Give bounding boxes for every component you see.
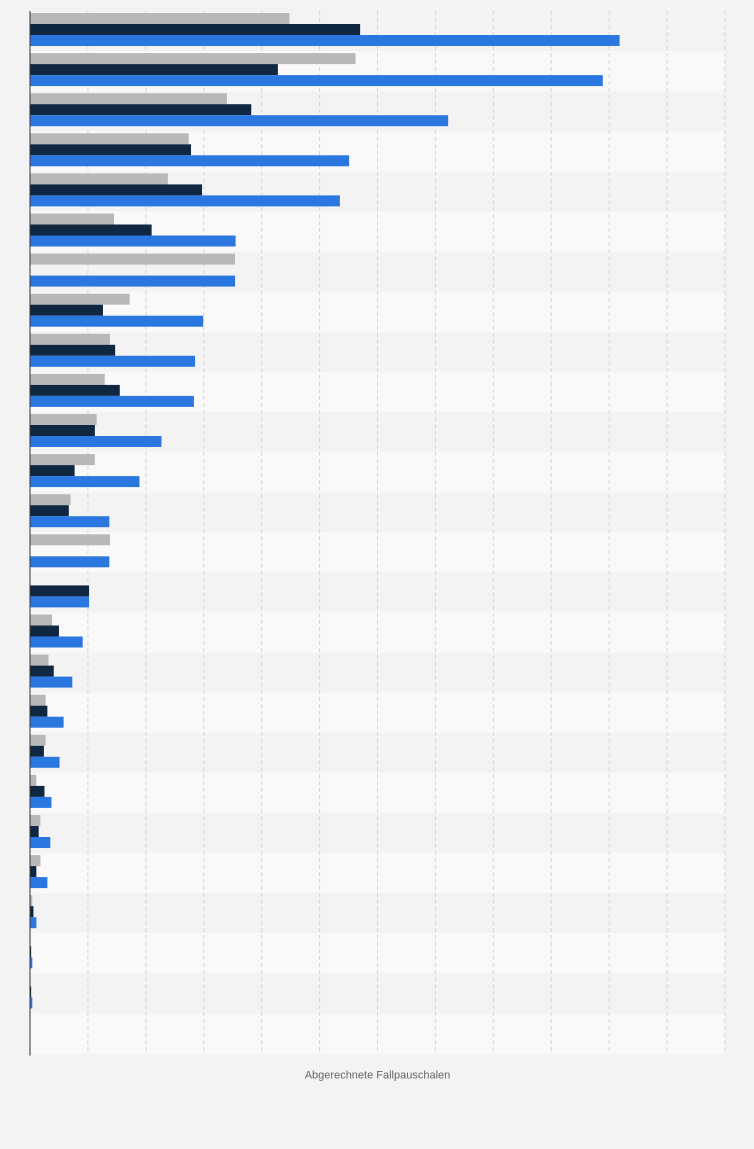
bar[interactable] [30,235,236,247]
bar[interactable] [30,734,46,746]
bar[interactable] [30,796,52,808]
grid-lines [87,11,726,1054]
bar[interactable] [30,866,37,878]
bar[interactable] [30,384,120,396]
bar[interactable] [30,64,278,76]
bar[interactable] [30,115,449,127]
bar[interactable] [30,476,140,488]
row-band [30,933,725,974]
bar[interactable] [30,694,46,706]
bar[interactable] [30,895,33,907]
bar[interactable] [30,957,33,969]
bar[interactable] [30,625,59,637]
bar[interactable] [30,344,116,356]
bar[interactable] [30,826,39,837]
bar[interactable] [30,133,189,145]
bar[interactable] [30,705,48,717]
bar[interactable] [30,716,64,728]
x-axis-label: Abgerechnete Fallpauschalen [305,1070,451,1082]
bar[interactable] [30,395,194,407]
bar[interactable] [30,436,162,447]
bar[interactable] [30,654,49,666]
bar[interactable] [30,224,152,236]
bar[interactable] [30,104,252,116]
bar[interactable] [30,556,110,568]
bar[interactable] [30,253,236,265]
bar[interactable] [30,333,110,345]
row-band [30,772,725,813]
bar[interactable] [30,745,44,757]
bar[interactable] [30,173,168,185]
bar[interactable] [30,986,32,998]
bar[interactable] [30,837,51,848]
row-band [30,612,725,653]
bar[interactable] [30,195,340,207]
bar[interactable] [30,75,603,87]
bar[interactable] [30,355,196,367]
bar[interactable] [30,774,37,786]
bar[interactable] [30,917,37,929]
bar[interactable] [30,505,69,517]
bar[interactable] [30,946,32,958]
row-band [30,452,725,493]
bar[interactable] [30,534,110,546]
bar[interactable] [30,184,203,196]
bar[interactable] [30,997,33,1009]
bar[interactable] [30,414,97,425]
bar[interactable] [30,304,103,316]
bar[interactable] [30,144,192,156]
bar[interactable] [30,756,60,768]
bar[interactable] [30,596,90,608]
bar[interactable] [30,24,361,35]
bar[interactable] [30,454,95,466]
bar[interactable] [30,906,34,918]
bar[interactable] [30,35,620,46]
bar[interactable] [30,855,41,867]
bar[interactable] [30,585,90,597]
row-band [30,732,725,773]
row-band [30,893,725,934]
bar[interactable] [30,516,110,528]
bar[interactable] [30,614,53,626]
bars [30,13,620,1009]
bar[interactable] [30,275,236,287]
bar[interactable] [30,373,105,385]
bar[interactable] [30,155,350,167]
bar[interactable] [30,676,73,688]
bar[interactable] [30,465,75,477]
bar[interactable] [30,13,290,24]
bar[interactable] [30,636,83,648]
bar[interactable] [30,877,48,889]
bar[interactable] [30,293,130,305]
row-band [30,492,725,533]
bar[interactable] [30,494,71,506]
bar[interactable] [30,785,45,797]
bar[interactable] [30,425,95,436]
bar[interactable] [30,665,54,677]
bar[interactable] [30,815,41,826]
bar[interactable] [30,53,356,65]
bar[interactable] [30,315,204,327]
bar[interactable] [30,93,227,105]
bar[interactable] [30,213,114,225]
